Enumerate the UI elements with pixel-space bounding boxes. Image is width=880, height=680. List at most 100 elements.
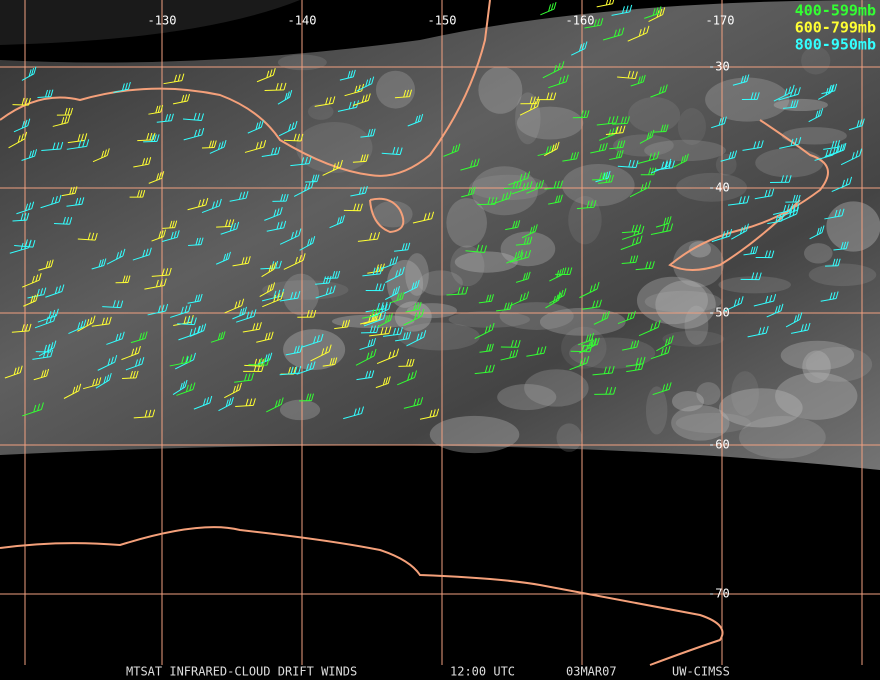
wind-barb (322, 159, 343, 176)
wind-barb (625, 356, 646, 367)
cloud-patch (644, 139, 726, 162)
barb-flag (298, 255, 302, 263)
footer: MTSAT INFRARED-CLOUD DRIFT WINDS 12:00 U… (126, 665, 730, 679)
wind-barb (283, 253, 306, 270)
barb-flag (283, 82, 287, 91)
barb-flag (490, 197, 494, 205)
barb-flag (244, 256, 248, 264)
wind-barb (66, 139, 90, 150)
barb-flag (247, 373, 251, 381)
barb-flag (148, 157, 152, 165)
barb-flag (837, 258, 841, 266)
barb-flag (380, 302, 384, 310)
barb-flag (795, 194, 799, 203)
barb-flag (145, 248, 149, 256)
barb-flag (636, 340, 640, 348)
barb-flag (553, 64, 557, 73)
barb-flag (593, 337, 597, 346)
barb-flag (653, 321, 657, 330)
wind-barb (172, 93, 191, 105)
wind-barb (785, 312, 803, 328)
barb-flag (855, 150, 859, 158)
barb-flag (742, 196, 746, 204)
barb-flag (494, 197, 498, 205)
wind-barb (22, 402, 44, 417)
cloud-patch (307, 103, 334, 120)
wind-barb (12, 212, 30, 222)
barb-flag (856, 120, 860, 128)
barb-flag (611, 116, 615, 124)
date: 03MAR07 (566, 665, 617, 679)
barb-flag (780, 175, 784, 183)
barb-flag (297, 133, 300, 142)
barb-flag (217, 332, 221, 341)
wind-barb (767, 213, 785, 225)
barb-shaft (653, 130, 667, 133)
barb-flag (589, 285, 593, 293)
wind-barb (419, 408, 440, 420)
source: UW-CIMSS (672, 665, 730, 679)
barb-flag (64, 116, 68, 124)
wind-barb (242, 322, 262, 333)
barb-flag (817, 109, 821, 117)
wind-barb (232, 256, 251, 267)
wind-barb (91, 258, 107, 270)
barb-flag (399, 147, 403, 155)
barb-shaft (66, 145, 87, 150)
barb-flag (152, 132, 156, 141)
barb-flag (344, 320, 348, 328)
wind-barb (584, 18, 604, 29)
barb-flag (359, 203, 363, 211)
barb-shaft (187, 204, 206, 211)
barb-flag (834, 140, 838, 148)
wind-barb (491, 191, 512, 205)
wind-barb (500, 349, 519, 361)
barb-flag (825, 150, 829, 158)
barb-flag (77, 322, 81, 330)
barb-flag (665, 124, 669, 132)
wind-barb (156, 113, 174, 123)
barb-shaft (617, 165, 637, 168)
barb-flag (142, 249, 146, 258)
barb-flag (384, 301, 388, 309)
barb-flag (658, 6, 662, 14)
wind-barb (163, 73, 185, 85)
barb-shaft (144, 285, 165, 290)
barb-flag (52, 309, 56, 318)
wind-barb (277, 89, 293, 105)
barb-flag (320, 333, 324, 342)
barb-flag (223, 139, 227, 148)
wind-barb (34, 313, 57, 329)
barb-shaft (32, 356, 51, 360)
barb-flag (291, 122, 295, 130)
barb-flag (262, 357, 266, 366)
wind-barb (147, 303, 169, 316)
barb-flag (158, 172, 162, 180)
wind-barb (369, 326, 392, 337)
wind-barb (821, 83, 838, 95)
barb-flag (82, 139, 86, 148)
barb-flag (341, 215, 345, 223)
cloud-texture (262, 46, 880, 459)
barb-flag (551, 144, 555, 152)
wind-barb (474, 364, 495, 375)
barb-flag (509, 350, 513, 359)
wind-barb (376, 348, 400, 365)
barb-flag (325, 276, 329, 284)
barb-flag (255, 142, 259, 150)
cloud-patch (718, 276, 791, 294)
barb-shaft (266, 227, 284, 232)
barb-flag (755, 246, 759, 254)
barb-flag (635, 160, 639, 168)
barb-flag (620, 150, 624, 158)
wind-barb (189, 323, 207, 337)
barb-flag (184, 379, 188, 388)
cloud-patch (295, 121, 373, 173)
barb-flag (138, 358, 142, 366)
barb-flag (275, 260, 279, 269)
barb-flag (416, 333, 420, 341)
barb-flag (21, 324, 25, 332)
barb-flag (222, 331, 226, 339)
barb-flag (37, 403, 41, 411)
barb-flag (313, 309, 317, 318)
